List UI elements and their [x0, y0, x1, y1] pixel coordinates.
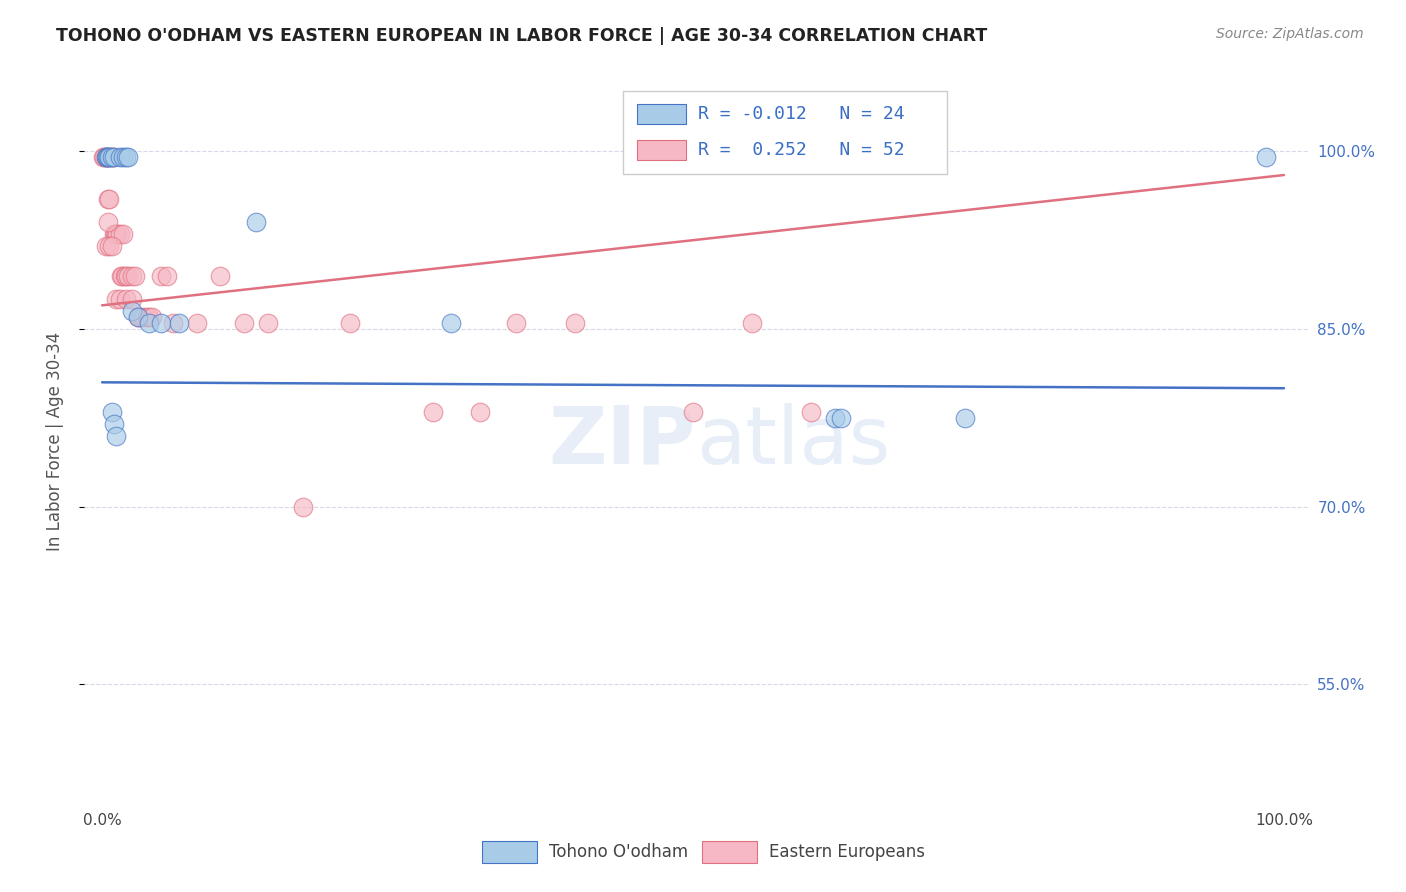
Text: R =  0.252   N = 52: R = 0.252 N = 52: [699, 141, 905, 160]
Point: [150, 316, 173, 330]
Point: [292, 500, 315, 514]
Point: [98, 150, 121, 164]
FancyBboxPatch shape: [637, 140, 686, 161]
Point: [186, 316, 208, 330]
Point: [97, 192, 120, 206]
Point: [953, 410, 976, 425]
Point: [682, 405, 704, 419]
Point: [114, 268, 136, 283]
Y-axis label: In Labor Force | Age 30-34: In Labor Force | Age 30-34: [45, 332, 63, 551]
Point: [108, 150, 131, 164]
Point: [121, 304, 143, 318]
Point: [127, 310, 149, 325]
Point: [121, 268, 143, 283]
Point: [150, 268, 173, 283]
Point: [440, 316, 463, 330]
Point: [98, 192, 121, 206]
FancyBboxPatch shape: [623, 91, 946, 174]
Point: [141, 310, 163, 325]
Point: [111, 268, 134, 283]
Point: [103, 227, 125, 242]
Point: [97, 215, 120, 229]
Point: [117, 150, 139, 164]
Point: [108, 227, 131, 242]
Point: [104, 227, 127, 242]
Point: [105, 428, 128, 442]
Point: [110, 268, 132, 283]
Point: [105, 227, 128, 242]
Text: Tohono O'odham: Tohono O'odham: [550, 843, 689, 861]
Point: [101, 150, 124, 164]
Point: [830, 410, 852, 425]
Point: [100, 150, 122, 164]
Point: [98, 239, 121, 253]
Point: [1256, 150, 1278, 164]
Point: [121, 293, 143, 307]
Point: [114, 293, 136, 307]
FancyBboxPatch shape: [482, 841, 537, 863]
Point: [741, 316, 763, 330]
Point: [138, 310, 160, 325]
Point: [96, 150, 118, 164]
Text: Source: ZipAtlas.com: Source: ZipAtlas.com: [1216, 27, 1364, 41]
Text: R = -0.012   N = 24: R = -0.012 N = 24: [699, 105, 905, 123]
Point: [93, 150, 115, 164]
Point: [94, 150, 117, 164]
Point: [100, 239, 122, 253]
Point: [800, 405, 823, 419]
Point: [470, 405, 492, 419]
FancyBboxPatch shape: [702, 841, 758, 863]
Point: [100, 405, 122, 419]
Point: [91, 150, 114, 164]
Point: [98, 150, 121, 164]
Point: [124, 268, 146, 283]
Point: [209, 268, 232, 283]
Point: [564, 316, 586, 330]
Text: TOHONO O'ODHAM VS EASTERN EUROPEAN IN LABOR FORCE | AGE 30-34 CORRELATION CHART: TOHONO O'ODHAM VS EASTERN EUROPEAN IN LA…: [56, 27, 987, 45]
Point: [103, 150, 125, 164]
Point: [100, 150, 122, 164]
Point: [138, 316, 160, 330]
Point: [97, 150, 120, 164]
Point: [245, 215, 267, 229]
FancyBboxPatch shape: [637, 104, 686, 124]
Point: [256, 316, 278, 330]
Point: [156, 268, 179, 283]
Point: [422, 405, 444, 419]
Point: [136, 310, 159, 325]
Point: [505, 316, 527, 330]
Point: [114, 150, 136, 164]
Text: ZIP: ZIP: [548, 402, 696, 481]
Point: [94, 239, 117, 253]
Text: Eastern Europeans: Eastern Europeans: [769, 843, 925, 861]
Point: [112, 227, 135, 242]
Point: [108, 293, 131, 307]
Point: [94, 150, 117, 164]
Point: [132, 310, 155, 325]
Point: [129, 310, 152, 325]
Point: [112, 150, 135, 164]
Point: [117, 268, 139, 283]
Point: [824, 410, 846, 425]
Point: [232, 316, 254, 330]
Point: [96, 150, 118, 164]
Point: [339, 316, 361, 330]
Point: [105, 293, 128, 307]
Text: atlas: atlas: [696, 402, 890, 481]
Point: [167, 316, 190, 330]
Point: [162, 316, 184, 330]
Point: [114, 268, 136, 283]
Point: [107, 227, 129, 242]
Point: [127, 310, 149, 325]
Point: [103, 417, 125, 431]
